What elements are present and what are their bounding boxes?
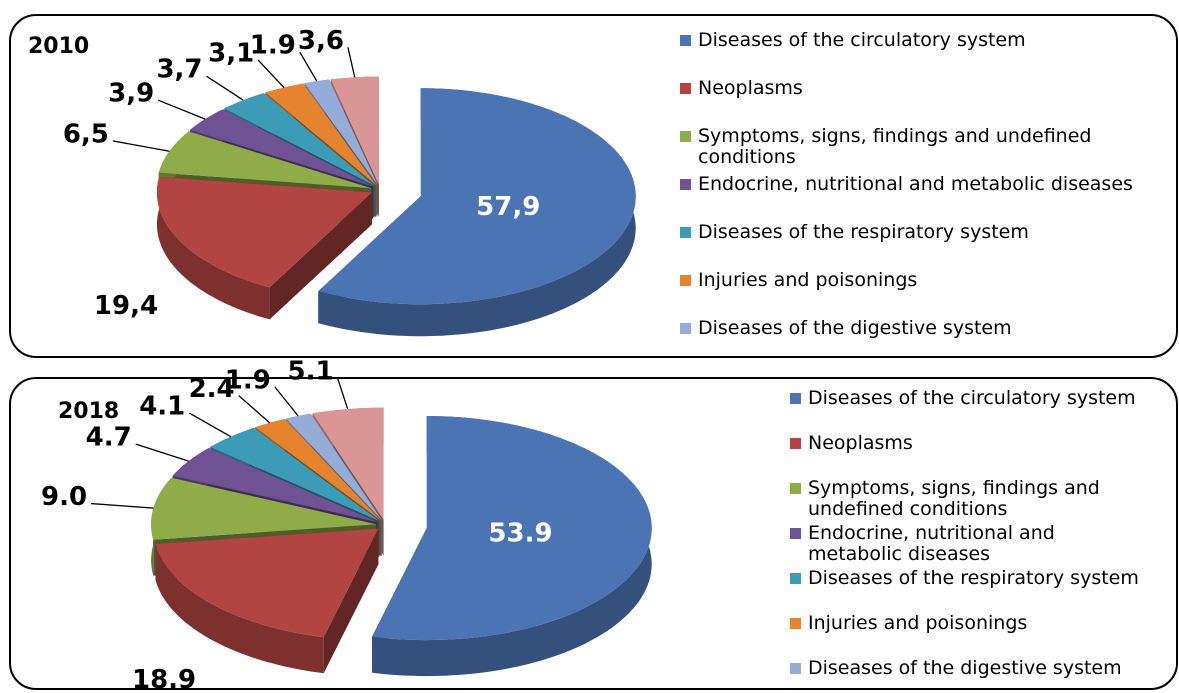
legend-label: Endocrine, nutritional and metabolic dis… (698, 173, 1133, 195)
leader-line (206, 75, 244, 101)
slice (157, 176, 372, 288)
slice (224, 93, 375, 186)
legend-label: Neoplasms (808, 432, 913, 454)
panel-border (9, 377, 1178, 690)
data-label: 9.0 (41, 482, 87, 512)
legend-item: Diseases of the digestive system (790, 658, 1140, 679)
data-label: 3,1 (208, 39, 254, 69)
leader-line (157, 99, 206, 120)
data-label: 2.4 (189, 374, 235, 404)
legend-label: Diseases of the circulatory system (698, 29, 1026, 51)
legend-swatch (680, 275, 691, 286)
legend-item: Diseases of the circulatory system (680, 30, 1160, 51)
legend-label: Diseases of the digestive system (698, 317, 1012, 339)
legend-label: Symptoms, signs, findings and undefined … (808, 477, 1100, 520)
legend-item: Neoplasms (790, 433, 1140, 454)
data-label: 1.9 (225, 365, 271, 395)
chart-title: 2018 (58, 399, 119, 424)
panel-border (9, 14, 1178, 358)
leader-line (91, 502, 154, 509)
legend-swatch (680, 35, 691, 46)
legend-label: Injuries and poisonings (698, 269, 918, 291)
data-label: 3,9 (108, 79, 154, 109)
slice-side (157, 176, 270, 320)
data-label: 53.9 (488, 518, 552, 548)
slice (255, 419, 381, 521)
legend-swatch (680, 131, 691, 142)
legend-item: Endocrine, nutritional and metabolic dis… (680, 174, 1160, 195)
legend-swatch (790, 483, 801, 494)
data-label: 1.9 (250, 31, 296, 61)
legend-label: Diseases of the respiratory system (808, 567, 1139, 589)
legend-label: Neoplasms (698, 77, 803, 99)
slice (265, 83, 377, 186)
slice (285, 413, 382, 520)
legend-swatch (680, 179, 691, 190)
legend-item: Injuries and poisonings (790, 613, 1140, 634)
legend-swatch (680, 323, 691, 334)
data-label: 3,7 (156, 55, 202, 85)
legend-label: Diseases of the circulatory system (808, 387, 1136, 409)
slice-side (155, 544, 324, 674)
legend-item: Endocrine, nutritional and metabolic dis… (790, 523, 1140, 565)
slice (312, 407, 384, 520)
legend-item: Diseases of the digestive system (680, 318, 1160, 339)
legend-label: Diseases of the digestive system (808, 657, 1122, 679)
data-label: 4.1 (139, 392, 185, 422)
legend-item: Symptoms, signs, findings and undefined … (680, 126, 1160, 168)
slice (318, 88, 636, 305)
data-label: 18.9 (132, 665, 196, 693)
legend-item: Neoplasms (680, 78, 1160, 99)
slice (155, 528, 379, 638)
legend-label: Endocrine, nutritional and metabolic dis… (808, 522, 1055, 565)
leader-line (347, 47, 356, 78)
legend-swatch (790, 528, 801, 539)
slice (158, 131, 372, 189)
legend-label: Injuries and poisonings (808, 612, 1028, 634)
legend-label: Symptoms, signs, findings and undefined … (698, 125, 1092, 168)
slice (330, 76, 379, 185)
slice (190, 109, 373, 187)
leader-line (257, 59, 285, 88)
slice-side (269, 192, 372, 320)
legend-item: Diseases of the respiratory system (790, 568, 1140, 589)
slice (172, 448, 378, 523)
leader-line (188, 412, 232, 438)
leader-line (238, 395, 271, 424)
legend-swatch (680, 227, 691, 238)
legend-item: Injuries and poisonings (680, 270, 1160, 291)
legend-swatch (790, 618, 801, 629)
data-label: 57,9 (476, 192, 540, 222)
slice-side (318, 88, 636, 337)
data-label: 4.7 (86, 423, 132, 453)
legend-swatch (790, 663, 801, 674)
legend-swatch (790, 438, 801, 449)
legend-item: Symptoms, signs, findings and undefined … (790, 478, 1140, 520)
slice (304, 79, 378, 185)
leader-line (135, 443, 189, 462)
legend-item: Diseases of the respiratory system (680, 222, 1160, 243)
legend-swatch (790, 573, 801, 584)
slice (372, 416, 652, 641)
slice (210, 427, 380, 521)
data-label: 19,4 (94, 291, 158, 321)
leader-line (274, 386, 299, 417)
legend-label: Diseases of the respiratory system (698, 221, 1029, 243)
data-label: 3,6 (298, 26, 344, 56)
slice (151, 477, 377, 540)
leader-line (299, 51, 318, 82)
legend-swatch (790, 393, 801, 404)
data-label: 6,5 (63, 119, 109, 149)
leader-line (112, 140, 170, 152)
legend-swatch (680, 83, 691, 94)
chart-title: 2010 (28, 34, 89, 59)
leader-line (336, 377, 349, 410)
legend-item: Diseases of the circulatory system (790, 388, 1140, 409)
data-label: 5.1 (288, 357, 334, 387)
